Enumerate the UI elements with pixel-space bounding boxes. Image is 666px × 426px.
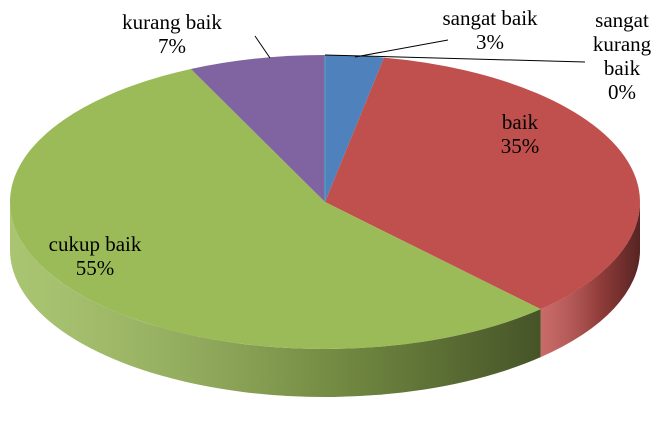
leader-line bbox=[254, 35, 271, 59]
value-label: 35% bbox=[500, 134, 540, 158]
value-label: 3% bbox=[476, 30, 504, 54]
category-label: cukup baik bbox=[48, 232, 142, 256]
slice-label: sangat kurang baik 0% bbox=[587, 8, 657, 104]
slice-label: sangat baik 3% bbox=[420, 6, 560, 54]
pie-slice bbox=[325, 57, 640, 310]
pie-side-shade bbox=[10, 202, 541, 397]
value-label: 55% bbox=[75, 256, 115, 280]
category-label: sangat baik bbox=[442, 6, 538, 30]
leader-line bbox=[324, 54, 586, 63]
pie-side-shade bbox=[540, 202, 640, 358]
slice-label: cukup baik 55% bbox=[15, 232, 175, 280]
value-label: 7% bbox=[158, 34, 186, 58]
value-label: 0% bbox=[608, 80, 636, 104]
category-label: baik bbox=[501, 110, 539, 134]
category-label: kurang baik bbox=[122, 10, 222, 34]
category-label: sangat kurang baik bbox=[592, 8, 652, 80]
leader-line bbox=[354, 39, 449, 58]
pie-slice bbox=[190, 55, 325, 202]
pie-slice bbox=[325, 55, 385, 202]
slice-label: kurang baik 7% bbox=[102, 10, 242, 58]
slice-label: baik 35% bbox=[460, 110, 580, 158]
pie-slice bbox=[9, 68, 541, 350]
